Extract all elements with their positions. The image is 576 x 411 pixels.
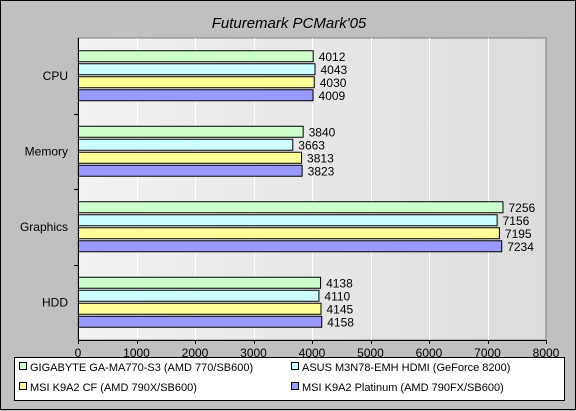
legend-label-0: GIGABYTE GA-MA770-S3 (AMD 770/SB600) [30,362,253,374]
value-label: 4030 [320,76,347,90]
category-label-cpu: CPU [43,69,68,83]
x-tick-label: 5000 [357,346,384,360]
value-label: 3663 [298,138,325,152]
value-label: 7234 [507,240,534,254]
bar-memory-s2 [78,151,303,164]
bar-memory-s1 [78,138,294,151]
category-label-graphics: Graphics [20,220,68,234]
legend-label-1: ASUS M3N78-EMH HDMI (GeForce 8200) [302,362,510,374]
bar-hdd-s2 [78,302,322,315]
x-tick-label: 3000 [240,346,267,360]
x-tick-label: 2000 [182,346,209,360]
legend-box [14,357,565,401]
bar-cpu-s1 [78,63,316,76]
bar-graphics-s2 [78,227,500,240]
bar-hdd-s1 [78,289,320,302]
category-label-hdd: HDD [42,295,68,309]
legend-label-2: MSI K9A2 CF (AMD 790X/SB600) [30,382,197,394]
value-label: 4158 [327,315,354,329]
bar-cpu-s0 [78,50,314,63]
x-tick-label: 8000 [533,346,560,360]
value-label: 4145 [326,302,353,316]
legend-swatch-2 [19,382,27,390]
value-label: 4138 [326,276,353,290]
bar-hdd-s0 [78,276,322,289]
value-label: 3840 [309,125,336,139]
bar-cpu-s2 [78,76,315,89]
bar-hdd-s3 [78,315,323,328]
value-label: 3823 [308,164,335,178]
bar-memory-s3 [78,164,303,177]
value-label: 4043 [321,63,348,77]
category-label-memory: Memory [25,144,68,158]
x-tick-label: 6000 [416,346,443,360]
value-label: 7195 [505,227,532,241]
legend-swatch-0 [19,362,27,370]
legend-label-3: MSI K9A2 Platinum (AMD 790FX/SB600) [302,382,504,394]
bar-graphics-s0 [78,201,504,214]
value-label: 4110 [324,289,350,303]
value-label: 4012 [319,50,346,64]
legend-swatch-3 [291,382,299,390]
bar-memory-s0 [78,125,304,138]
bar-graphics-s1 [78,214,498,227]
value-label: 4009 [319,89,346,103]
value-label: 3813 [307,151,334,165]
x-tick-label: 0 [75,346,82,360]
bar-graphics-s3 [78,240,503,253]
chart-title: Futuremark PCMark'05 [212,15,367,32]
bar-cpu-s3 [78,89,314,102]
x-tick-label: 4000 [299,346,326,360]
x-tick-label: 7000 [474,346,501,360]
value-label: 7256 [508,201,535,215]
x-tick-label: 1000 [123,346,150,360]
value-label: 7156 [503,214,530,228]
legend-swatch-1 [291,362,299,370]
